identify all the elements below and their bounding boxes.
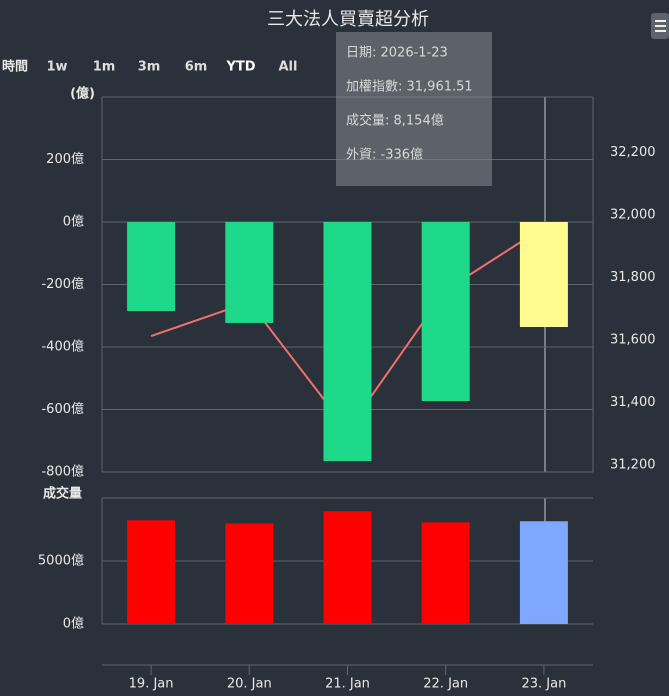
bar [421, 522, 470, 624]
y-axis-label: 成交量 [43, 486, 82, 502]
chart-title: 三大法人買賣超分析 [267, 9, 429, 30]
range-button[interactable]: 1w [46, 60, 67, 75]
x-tick-label: 23. Jan [521, 677, 566, 692]
bar [323, 222, 372, 462]
y-tick-label: 0億 [63, 616, 84, 632]
menu-line [655, 30, 666, 32]
tooltip-text: 成交量: 8,154億 [346, 113, 444, 129]
x-tick-label: 21. Jan [325, 677, 370, 692]
y-tick-label: -400億 [41, 339, 84, 355]
tooltip-text: 加權指數: 31,961.51 [346, 80, 473, 95]
menu-line [655, 20, 666, 22]
y-tick-label: 31,200 [610, 458, 656, 473]
y-tick-label: 32,000 [610, 208, 656, 223]
x-tick-label: 19. Jan [129, 677, 174, 692]
bar [421, 222, 470, 402]
y-tick-label: -600億 [41, 401, 84, 417]
y-tick-label: 31,800 [610, 270, 656, 285]
y-tick-label: -800億 [41, 464, 84, 480]
y-tick-label: 200億 [46, 151, 84, 167]
menu-button[interactable] [651, 13, 669, 39]
y-tick-label: 5000億 [38, 553, 84, 569]
range-label: 時間 [2, 59, 28, 75]
bar [225, 222, 274, 323]
bar [127, 520, 176, 624]
bar [519, 222, 568, 327]
tooltip-text: 外資: -336億 [346, 147, 423, 163]
range-button[interactable]: 3m [138, 60, 161, 75]
bar [519, 521, 568, 624]
range-button[interactable]: 6m [185, 60, 208, 75]
y-tick-label: 32,200 [610, 145, 656, 160]
y-axis-label: (億) [70, 86, 95, 102]
tooltip-text: 日期: 2026-1-23 [346, 46, 448, 61]
tooltip-box [336, 32, 492, 186]
y-tick-label: -200億 [41, 276, 84, 292]
range-button[interactable]: YTD [225, 60, 255, 75]
bar [323, 511, 372, 624]
bar [127, 222, 176, 312]
range-button[interactable]: 1m [93, 60, 116, 75]
y-tick-label: 31,400 [610, 395, 656, 410]
range-button[interactable]: All [279, 60, 298, 75]
x-tick-label: 20. Jan [227, 677, 272, 692]
y-tick-label: 0億 [63, 214, 84, 230]
x-tick-label: 22. Jan [423, 677, 468, 692]
y-tick-label: 31,600 [610, 333, 656, 348]
menu-line [655, 25, 666, 27]
bar [225, 523, 274, 624]
